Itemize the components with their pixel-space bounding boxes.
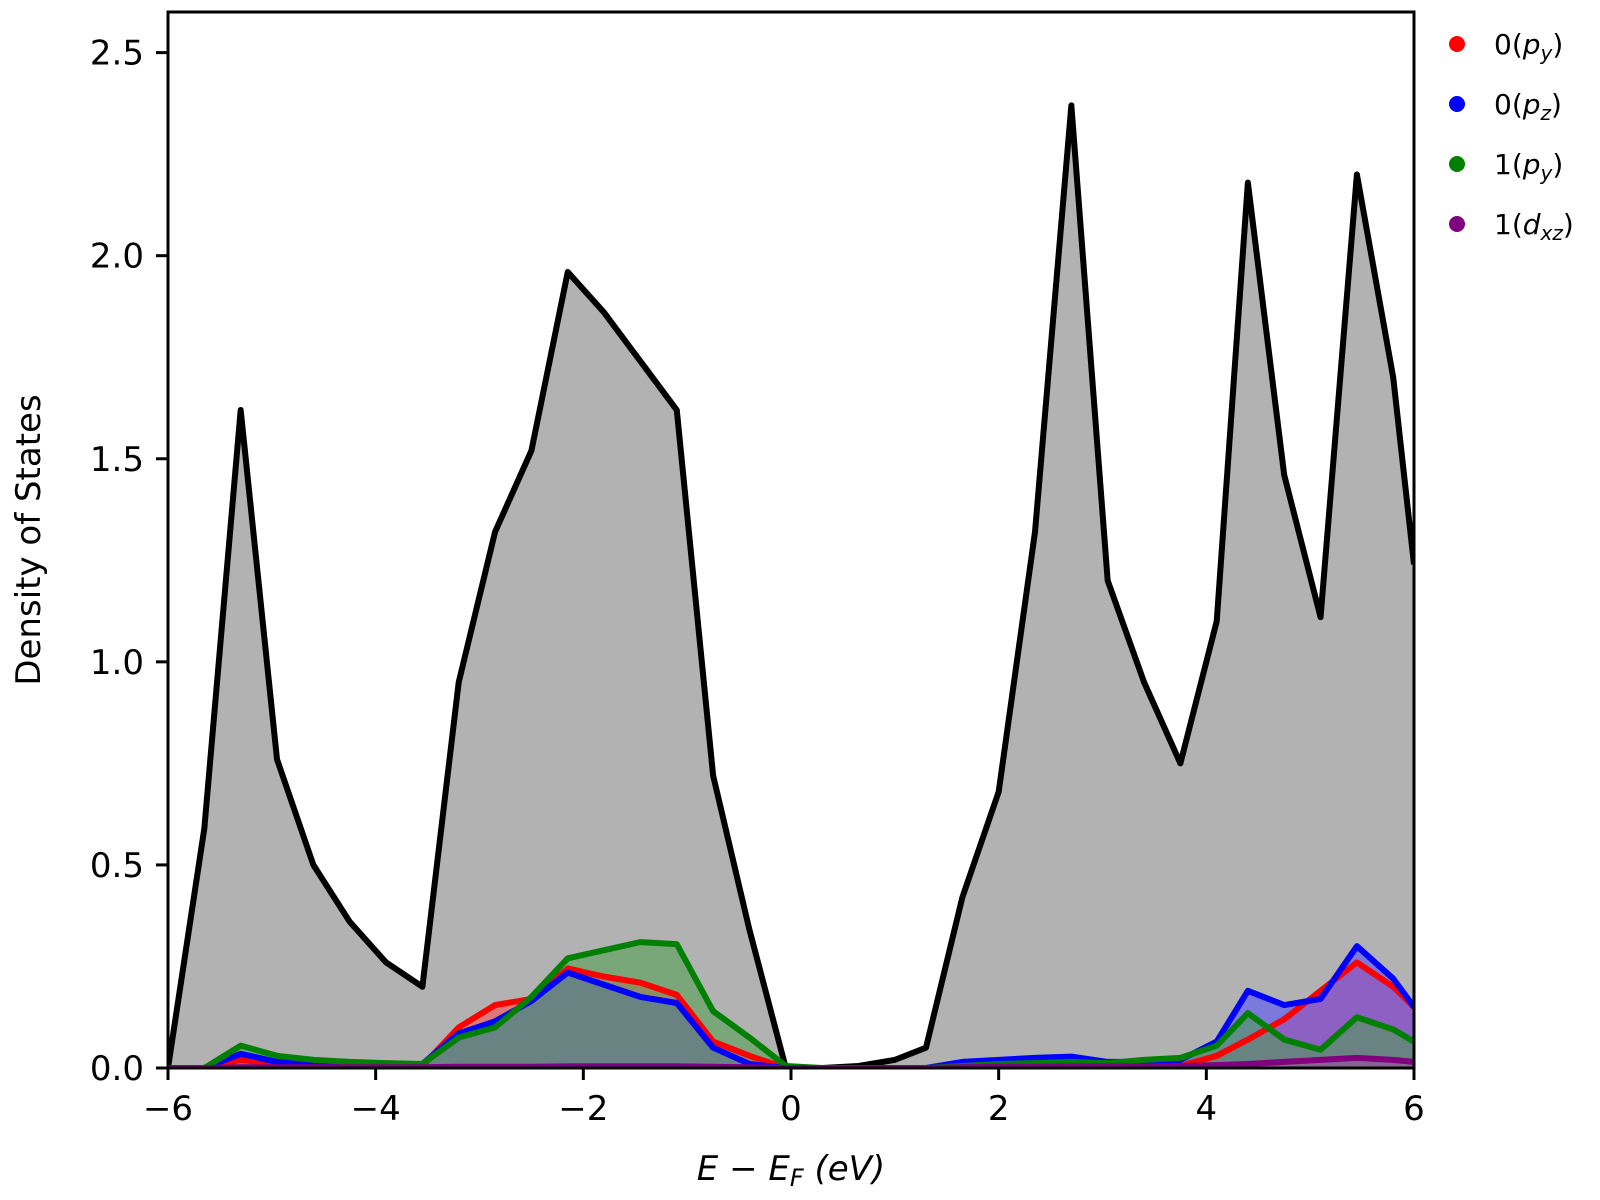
series-fill-2 [168,942,1414,1068]
legend-label-sub-0: y [1540,41,1554,65]
legend-label-base-1: 0( [1494,88,1523,121]
legend-label-1: 0(pz) [1494,88,1562,125]
legend-label-base-2: 1( [1494,148,1523,181]
x-tick-label-5: 4 [1196,1089,1218,1129]
legend-marker-3 [1449,216,1465,232]
legend-marker-0 [1449,36,1465,52]
x-axis-label-subscript: F [790,1164,805,1192]
legend-label-base-3: 1( [1494,208,1523,241]
legend-label-close-2: ) [1552,148,1563,181]
legend-label-sub-1: z [1540,101,1552,125]
total-dos-line [168,102,1414,1068]
x-tick-label-6: 6 [1403,1089,1425,1129]
x-tick-label-0: −6 [143,1089,193,1129]
x-tick-label-4: 2 [988,1089,1010,1129]
y-tick-label-5: 2.5 [90,34,144,74]
axis-ticks: −6 −4 −2 0 2 4 6 0.0 0.5 1.0 1.5 2.0 2.5 [90,34,1425,1129]
x-axis-label-unit: (eV) [804,1149,886,1189]
total-dos-fill [168,105,1414,1068]
x-tick-label-1: −4 [351,1089,401,1129]
y-axis-label: Density of States [9,394,49,685]
legend-marker-1 [1449,96,1465,112]
y-tick-label-0: 0.0 [90,1049,144,1089]
legend-label-close-0: ) [1552,28,1563,61]
legend-label-0: 0(py) [1494,28,1563,65]
y-tick-label-4: 2.0 [90,237,144,277]
legend-label-letter-2: p [1522,148,1541,181]
x-tick-label-2: −2 [558,1089,608,1129]
legend-label-letter-3: d [1523,208,1541,241]
x-tick-label-3: 0 [780,1089,802,1129]
x-axis-label: E − EF (eV) [697,1149,885,1192]
legend-label-letter-1: p [1522,88,1541,121]
legend-marker-2 [1449,156,1465,172]
legend-label-2: 1(py) [1494,148,1563,185]
x-axis-label-main: E − E [697,1149,791,1189]
legend: 0(py)0(pz)1(py)1(dxz) [1449,28,1574,245]
legend-label-close-3: ) [1563,208,1574,241]
legend-label-close-1: ) [1551,88,1562,121]
y-tick-label-1: 0.5 [90,846,144,886]
y-tick-label-2: 1.0 [90,643,144,683]
legend-label-3: 1(dxz) [1494,208,1574,245]
legend-label-letter-0: p [1522,28,1541,61]
legend-label-sub-2: y [1540,161,1554,185]
legend-label-base-0: 0( [1494,28,1523,61]
y-tick-label-3: 1.5 [90,440,144,480]
plot-area [168,102,1414,1068]
plot-series-group [168,102,1414,1068]
legend-label-sub-3: xz [1540,221,1564,245]
